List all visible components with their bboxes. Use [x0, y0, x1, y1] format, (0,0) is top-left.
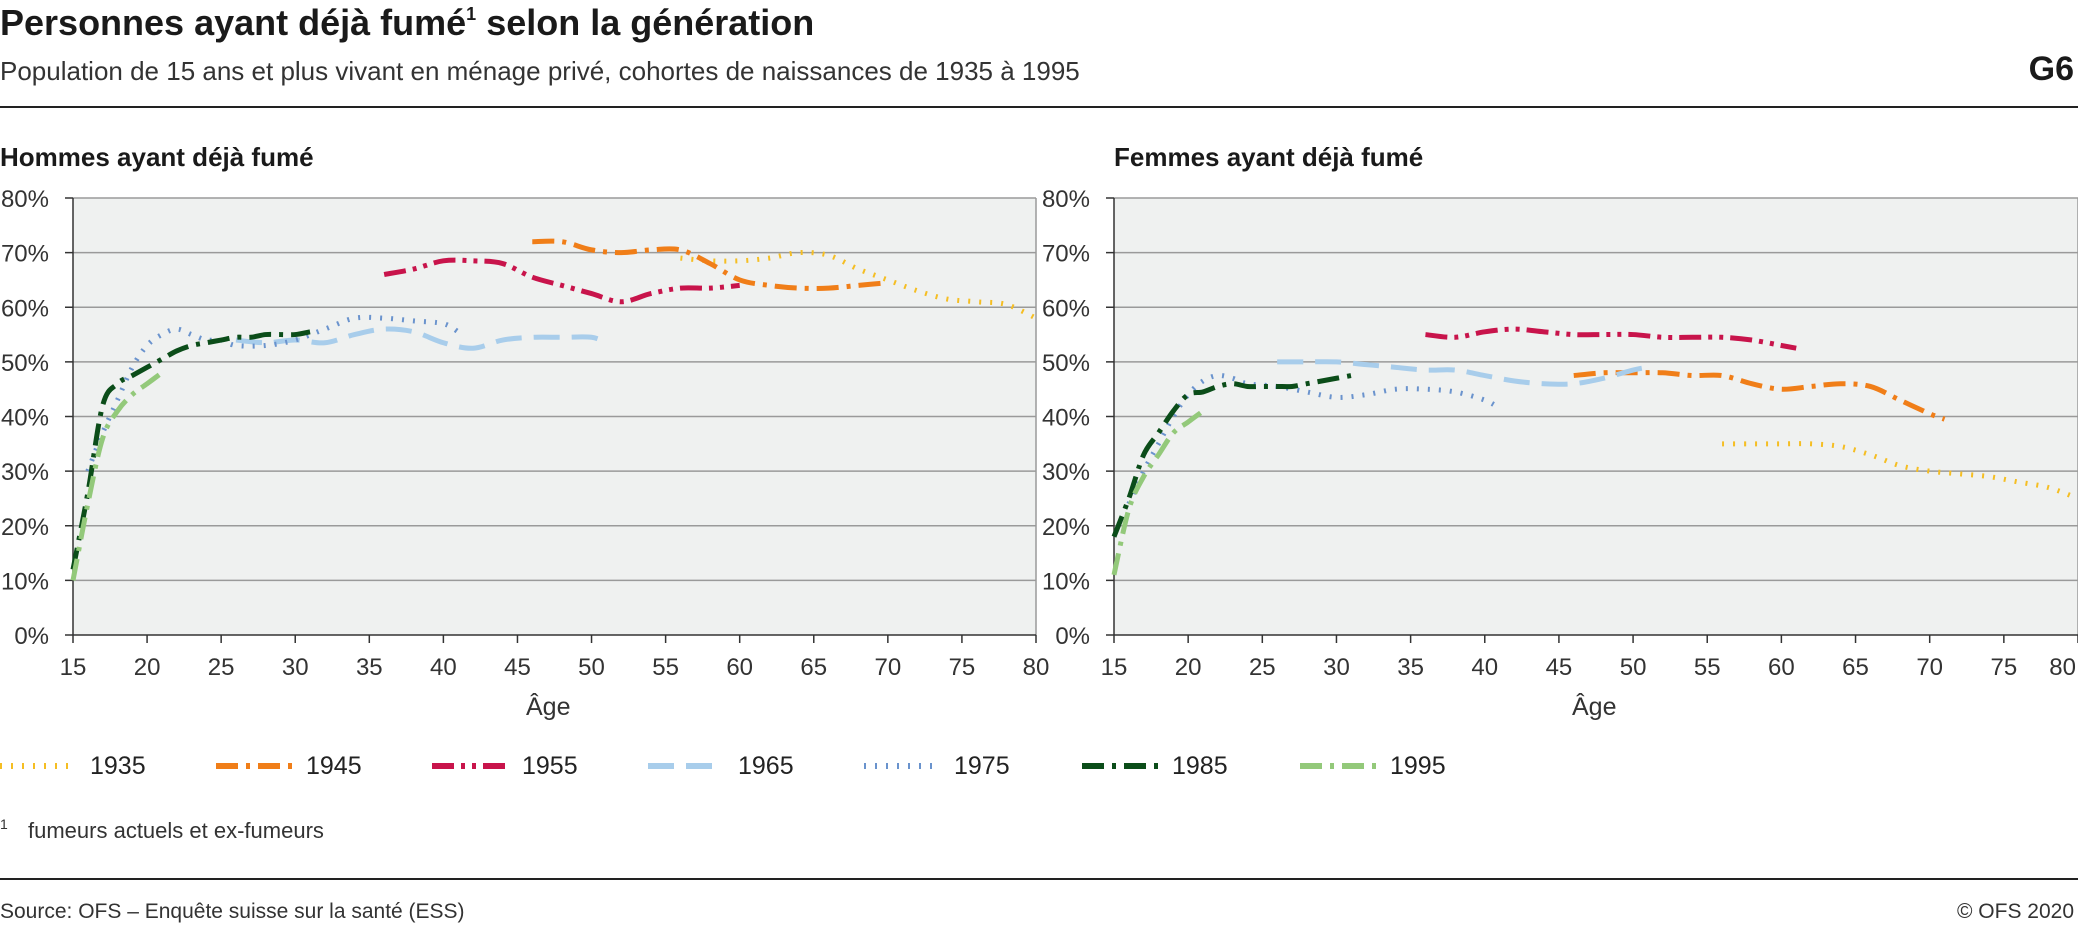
legend-label: 1965	[738, 752, 794, 780]
x-tick-label: 70	[874, 654, 901, 681]
x-tick-label: 75	[1990, 654, 2017, 681]
x-tick-label: 45	[1546, 654, 1573, 681]
charts-canvas: 0% 10% 20% 30% 40% 50% 60% 70% 80% 15 20 25 30 35 40 45…	[1, 186, 2078, 681]
y-tick-label: 30%	[1042, 459, 1090, 486]
y-tick-label: 60%	[1, 295, 49, 322]
y-tick-label: 40%	[1, 405, 49, 432]
legend-label: 1995	[1390, 752, 1446, 780]
x-tick-label: 35	[356, 654, 383, 681]
x-tick-label: 20	[1175, 654, 1202, 681]
series-line-women-1995	[1111, 409, 1205, 576]
y-tick-label: 80%	[1042, 186, 1090, 213]
legend: 1935 1945 1955 1965 1975 1985 1995	[0, 748, 2078, 788]
panel-title-men: Hommes ayant déjà fumé	[0, 142, 314, 172]
series-line-men-1985	[70, 329, 311, 570]
y-tick-label: 70%	[1, 241, 49, 268]
series-line-women-1955	[1425, 326, 1797, 351]
y-tick-label: 20%	[1, 514, 49, 541]
x-axis-title-women: Âge	[1572, 693, 1617, 721]
x-tick-label: 30	[1323, 654, 1350, 681]
x-tick-label: 60	[726, 654, 753, 681]
x-tick-label: 45	[504, 654, 531, 681]
x-axis-title-men: Âge	[526, 693, 571, 721]
x-tick-label: 35	[1397, 654, 1424, 681]
legend-label: 1935	[90, 752, 146, 780]
source-note: Source: OFS – Enquête suisse sur la sant…	[0, 900, 465, 923]
bottom-rule	[0, 878, 2078, 880]
legend-swatch	[864, 763, 940, 769]
series-line-women-1965	[1277, 359, 1649, 387]
x-tick-label: 65	[800, 654, 827, 681]
x-tick-label: 50	[578, 654, 605, 681]
x-tick-label: 55	[1694, 654, 1721, 681]
y-tick-label: 30%	[1, 459, 49, 486]
legend-label: 1955	[522, 752, 578, 780]
page-title: Personnes ayant déjà fumé1 selon la géné…	[0, 2, 815, 43]
legend-swatch	[648, 763, 724, 769]
y-tick-label: 0%	[1055, 623, 1090, 650]
x-tick-label: 40	[430, 654, 457, 681]
x-tick-label: 25	[1249, 654, 1276, 681]
x-tick-label: 15	[1101, 654, 1128, 681]
x-tick-label: 70	[1916, 654, 1943, 681]
graphic-number: G6	[2028, 50, 2074, 88]
copyright: © OFS 2020	[1956, 900, 2074, 923]
legend-swatch	[432, 763, 508, 769]
legend-label: 1945	[306, 752, 362, 780]
page-subtitle: Population de 15 ans et plus vivant en m…	[0, 56, 1080, 86]
x-tick-label: 50	[1620, 654, 1647, 681]
x-tick-label: 55	[652, 654, 679, 681]
series-line-men-1945	[532, 238, 889, 291]
y-tick-label: 60%	[1042, 295, 1090, 322]
y-tick-label: 70%	[1042, 241, 1090, 268]
footnote-mark: 1	[0, 816, 8, 832]
y-tick-label: 50%	[1, 350, 49, 377]
x-tick-label: 75	[949, 654, 976, 681]
series-line-men-1955	[383, 257, 740, 305]
x-tick-label: 30	[282, 654, 309, 681]
x-tick-label: 80	[1023, 654, 1050, 681]
y-tick-label: 50%	[1042, 350, 1090, 377]
legend-swatch	[0, 763, 76, 769]
top-rule	[0, 106, 2078, 108]
x-tick-label: 15	[60, 654, 87, 681]
x-tick-label: 20	[134, 654, 161, 681]
x-tick-label: 60	[1768, 654, 1795, 681]
y-tick-label: 10%	[1, 568, 49, 595]
x-tick-label: 25	[208, 654, 235, 681]
x-tick-label: 80	[2049, 654, 2076, 681]
legend-swatch	[216, 763, 292, 769]
series-line-men-1995	[70, 370, 164, 581]
series-line-women-1945	[1573, 370, 1946, 422]
y-tick-label: 20%	[1042, 514, 1090, 541]
panel-title-women: Femmes ayant déjà fumé	[1114, 142, 1424, 172]
y-tick-label: 80%	[1, 186, 49, 213]
legend-label: 1985	[1172, 752, 1228, 780]
legend-label: 1975	[954, 752, 1010, 780]
y-tick-label: 40%	[1042, 405, 1090, 432]
footnote-text: fumeurs actuels et ex-fumeurs	[28, 818, 324, 843]
x-tick-label: 65	[1842, 654, 1869, 681]
legend-swatch	[1082, 763, 1158, 769]
x-tick-label: 40	[1471, 654, 1498, 681]
y-tick-label: 0%	[14, 623, 49, 650]
legend-swatch	[1300, 763, 1376, 769]
y-tick-label: 10%	[1042, 568, 1090, 595]
